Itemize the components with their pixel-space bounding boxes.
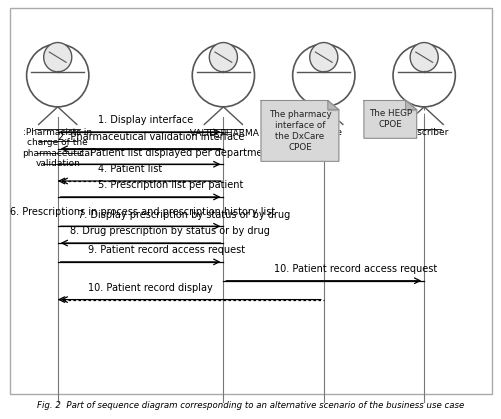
- Ellipse shape: [44, 42, 72, 72]
- Ellipse shape: [192, 44, 254, 107]
- Text: 7. Display prescription by status or by drug: 7. Display prescription by status or by …: [78, 210, 290, 220]
- Text: :Prescriber: :Prescriber: [399, 128, 447, 137]
- Text: 1. Display interface: 1. Display interface: [98, 115, 193, 125]
- Polygon shape: [405, 101, 416, 110]
- Text: :VALID_PHARMA: :VALID_PHARMA: [187, 128, 259, 137]
- Ellipse shape: [392, 44, 454, 107]
- Ellipse shape: [409, 42, 437, 72]
- Text: 2. Pharmaceutical validation interface: 2. Pharmaceutical validation interface: [58, 132, 243, 142]
- Text: 8. Drug prescription by status or by drug: 8. Drug prescription by status or by dru…: [70, 226, 270, 236]
- Text: 6. Prescriptions in process and prescription history list: 6. Prescriptions in process and prescrip…: [10, 207, 275, 217]
- Text: :DxCare: :DxCare: [305, 128, 341, 137]
- Text: 9. Patient record access request: 9. Patient record access request: [88, 245, 244, 255]
- Text: 10. Patient record access request: 10. Patient record access request: [273, 264, 436, 274]
- Ellipse shape: [209, 42, 237, 72]
- Ellipse shape: [309, 42, 337, 72]
- Polygon shape: [261, 101, 338, 161]
- Polygon shape: [327, 101, 338, 110]
- Text: 4. Patient list: 4. Patient list: [98, 164, 162, 174]
- Text: 3. Patient list displayed per department: 3. Patient list displayed per department: [78, 147, 272, 158]
- Text: The pharmacy
interface of
the DxCare
CPOE: The pharmacy interface of the DxCare CPO…: [268, 110, 331, 152]
- Text: Fig. 2  Part of sequence diagram corresponding to an alternative scenario of the: Fig. 2 Part of sequence diagram correspo…: [37, 401, 464, 410]
- Polygon shape: [363, 101, 416, 138]
- Ellipse shape: [292, 44, 354, 107]
- Text: :Pharmacists in
charge of the
pharmaceutical
validation: :Pharmacists in charge of the pharmaceut…: [23, 128, 93, 168]
- Ellipse shape: [27, 44, 89, 107]
- Text: 10. Patient record display: 10. Patient record display: [88, 283, 212, 293]
- Text: The HEGP
CPOE: The HEGP CPOE: [368, 109, 411, 129]
- Text: 5. Prescription list per patient: 5. Prescription list per patient: [98, 180, 243, 190]
